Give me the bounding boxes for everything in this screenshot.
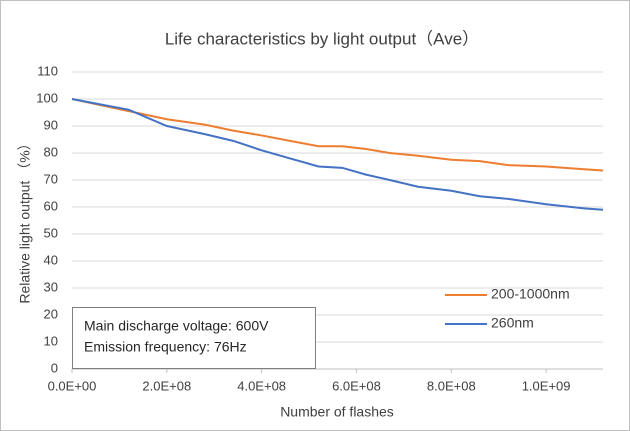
y-axis-label: Relative light output （%）: [17, 136, 33, 303]
x-tick-label: 1.0E+09: [522, 378, 571, 393]
annotation: Main discharge voltage: 600V: [84, 318, 269, 334]
chart-title: Life characteristics by light output（Ave…: [165, 29, 479, 48]
x-tick-label: 6.0E+08: [332, 378, 381, 393]
series-line: [71, 98, 604, 172]
y-tick-label: 110: [37, 63, 58, 78]
x-tick-label: 2.0E+08: [142, 378, 191, 393]
legend-label: 260nm: [491, 315, 534, 331]
annotation-box: [72, 307, 316, 369]
series-line: [71, 98, 604, 211]
y-tick-label: 90: [44, 117, 58, 132]
x-tick-label: 4.0E+08: [237, 378, 286, 393]
x-tick-label: 8.0E+08: [427, 378, 476, 393]
annotation: Emission frequency: 76Hz: [84, 339, 247, 355]
y-tick-label: 30: [44, 279, 58, 294]
y-tick-label: 60: [44, 198, 58, 213]
x-tick-label: 0.0E+00: [48, 378, 97, 393]
y-tick-label: 100: [36, 90, 58, 105]
legend-label: 200-1000nm: [491, 286, 570, 302]
y-tick-label: 70: [44, 171, 58, 186]
y-tick-label: 20: [44, 306, 58, 321]
x-axis-label: Number of flashes: [280, 404, 394, 420]
y-tick-label: 80: [44, 144, 58, 159]
y-tick-label: 0: [51, 360, 58, 375]
y-tick-label: 50: [44, 225, 58, 240]
y-tick-label: 40: [44, 252, 58, 267]
y-tick-label: 10: [44, 333, 58, 348]
